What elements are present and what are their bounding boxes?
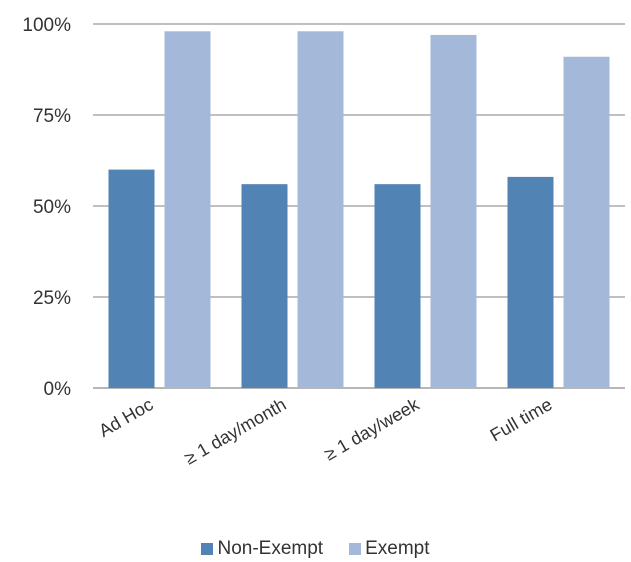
bar-non-exempt-2 bbox=[241, 184, 288, 388]
y-tick-label: 25% bbox=[33, 288, 71, 309]
x-category-label: Ad Hoc bbox=[95, 394, 156, 441]
bar-exempt-3 bbox=[430, 34, 477, 389]
x-category-label: ≥ 1 day/month bbox=[181, 394, 290, 468]
bar-exempt-2 bbox=[297, 31, 344, 389]
x-axis-category-labels: Ad Hoc ≥ 1 day/month ≥ 1 day/week Full time bbox=[95, 394, 555, 469]
legend-label: Non-Exempt bbox=[217, 538, 324, 559]
legend-item: Exempt bbox=[349, 538, 430, 560]
bar-non-exempt-4 bbox=[507, 176, 554, 388]
legend-swatch bbox=[201, 543, 214, 555]
x-category-label: ≥ 1 day/week bbox=[321, 394, 424, 465]
legend-item: Non-Exempt bbox=[201, 538, 323, 560]
y-tick-label: 75% bbox=[33, 106, 71, 127]
bar-non-exempt-3 bbox=[374, 184, 421, 388]
bar-non-exempt-1 bbox=[108, 169, 155, 388]
legend-label: Exempt bbox=[365, 538, 430, 559]
y-tick-label: 0% bbox=[44, 379, 72, 400]
legend: Non-Exempt Exempt bbox=[0, 536, 631, 562]
bar-exempt-1 bbox=[164, 31, 211, 389]
bar-exempt-4 bbox=[563, 56, 610, 388]
x-category-label: Full time bbox=[487, 394, 556, 445]
legend-swatch bbox=[349, 543, 362, 555]
y-axis-tick-labels: 0% 25% 50% 75% 100% bbox=[22, 15, 71, 400]
y-tick-label: 100% bbox=[22, 15, 71, 36]
bars bbox=[108, 31, 610, 389]
bar-chart: 0% 25% 50% 75% 100% Ad Hoc ≥ 1 day/month ≥ 1 d… bbox=[22, 15, 625, 469]
y-tick-label: 50% bbox=[33, 197, 71, 218]
